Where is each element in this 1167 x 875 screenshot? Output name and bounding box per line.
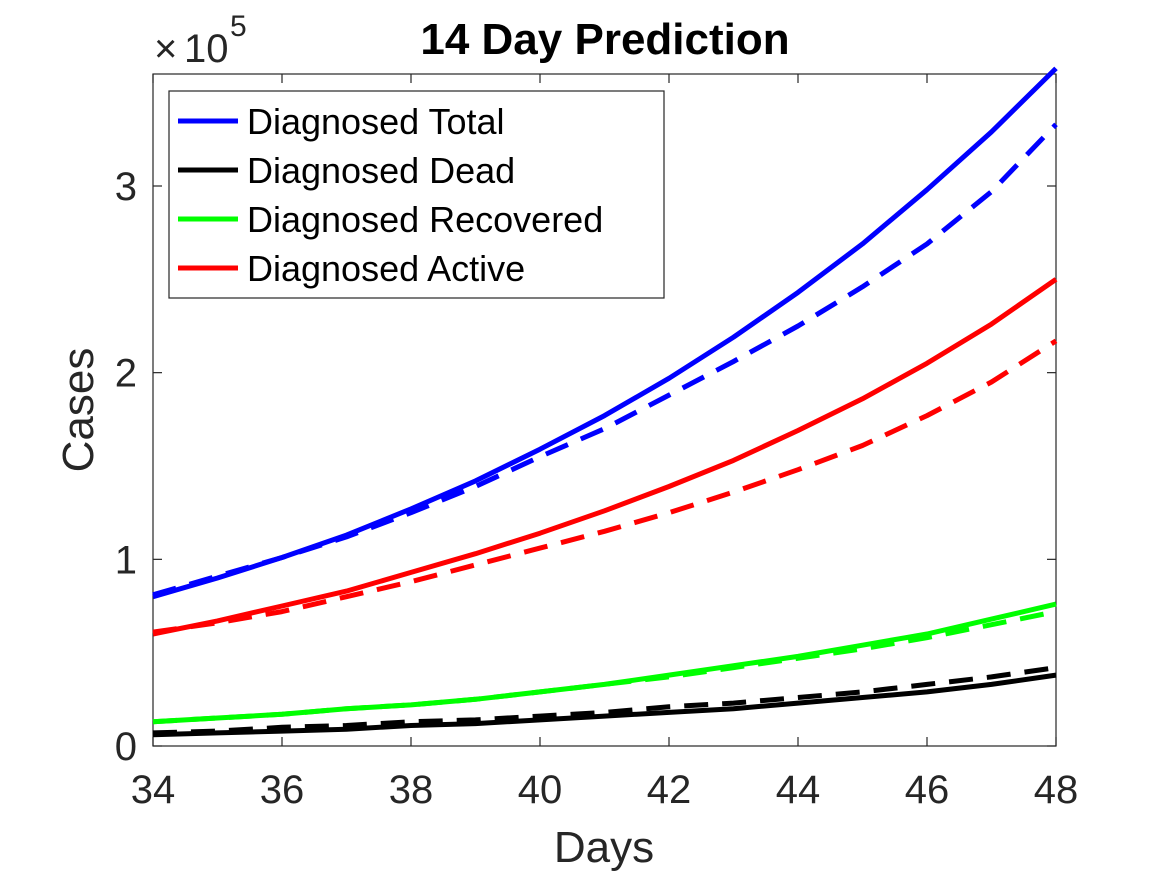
legend-item: Diagnosed Total <box>178 101 505 142</box>
chart-title: 14 Day Prediction <box>420 15 789 64</box>
series-line-diagnosed-active <box>152 277 1058 637</box>
legend-label: Diagnosed Total <box>247 101 505 142</box>
x-tick-label: 40 <box>518 768 563 812</box>
series-line-diagnosed-recovered <box>152 601 1057 725</box>
y-axis-label: Cases <box>54 348 103 473</box>
series-line-diagnosed-total-predicted <box>152 122 1058 598</box>
y-tick-label: 2 <box>115 352 137 396</box>
legend-label: Diagnosed Active <box>247 248 525 289</box>
y-multiplier: × 10 5 <box>154 10 247 71</box>
y-tick-label: 0 <box>115 725 137 769</box>
y-multiplier-base: 10 <box>184 27 229 71</box>
legend-label: Diagnosed Recovered <box>247 199 603 240</box>
series-line-diagnosed-active-predicted <box>152 338 1058 635</box>
series-line-diagnosed-dead <box>152 672 1057 738</box>
y-tick-label: 3 <box>115 165 137 209</box>
x-tick-label: 34 <box>131 768 176 812</box>
legend-item: Diagnosed Recovered <box>178 199 603 240</box>
x-tick-label: 48 <box>1034 768 1079 812</box>
x-tick-label: 46 <box>905 768 950 812</box>
legend-label: Diagnosed Dead <box>247 150 515 191</box>
series-layer <box>152 66 1058 738</box>
legend-item: Diagnosed Dead <box>178 150 515 191</box>
x-tick-label: 42 <box>647 768 692 812</box>
legend-item: Diagnosed Active <box>178 248 525 289</box>
y-tick-label: 1 <box>115 538 137 582</box>
x-tick-label: 36 <box>260 768 305 812</box>
svg-text:×: × <box>154 27 177 71</box>
tick-layer: 34 36 38 40 42 44 46 48 0 1 2 3 <box>115 74 1079 812</box>
x-axis-label: Days <box>554 823 654 872</box>
x-tick-label: 44 <box>776 768 821 812</box>
legend: Diagnosed Total Diagnosed Dead Diagnosed… <box>168 90 665 299</box>
x-tick-label: 38 <box>389 768 434 812</box>
y-multiplier-exponent: 5 <box>230 10 247 43</box>
legend-box <box>168 90 665 299</box>
